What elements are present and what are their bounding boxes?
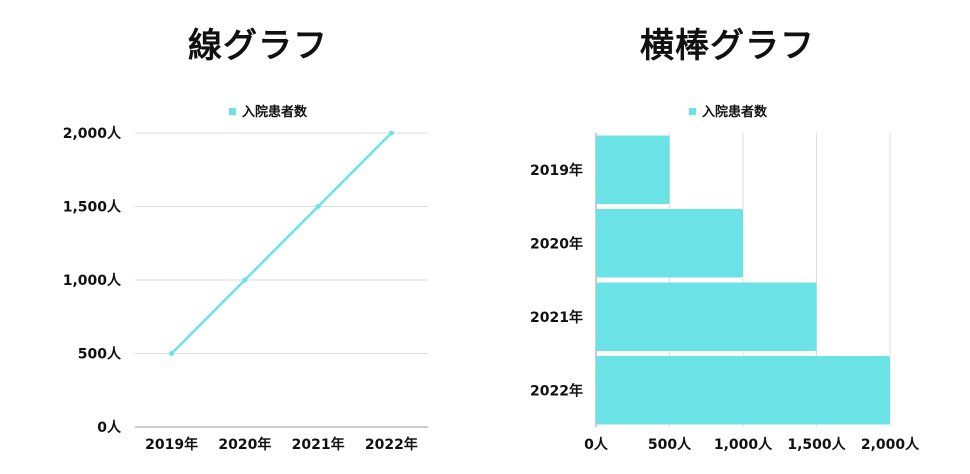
- legend-swatch: [229, 108, 236, 115]
- line-chart-title: 線グラフ: [188, 26, 328, 66]
- y-tick-label: 2,000人: [63, 125, 122, 142]
- data-point: [169, 351, 175, 356]
- data-point: [242, 277, 248, 283]
- y-tick-label: 500人: [78, 346, 122, 363]
- data-point: [315, 204, 321, 209]
- x-tick-label: 2021年: [292, 436, 345, 453]
- bar-chart-title: 横棒グラフ: [640, 26, 815, 66]
- y-tick-label: 0人: [97, 419, 122, 436]
- y-tick-label: 1,000人: [63, 272, 122, 289]
- x-tick-label: 2019年: [145, 436, 198, 453]
- y-tick-label: 1,500人: [63, 199, 122, 216]
- series-line: [170, 132, 393, 355]
- legend-label: 入院患者数: [242, 104, 308, 120]
- x-tick-label: 2022年: [365, 436, 418, 453]
- x-tick-label: 2020年: [218, 436, 271, 453]
- data-point: [388, 130, 394, 136]
